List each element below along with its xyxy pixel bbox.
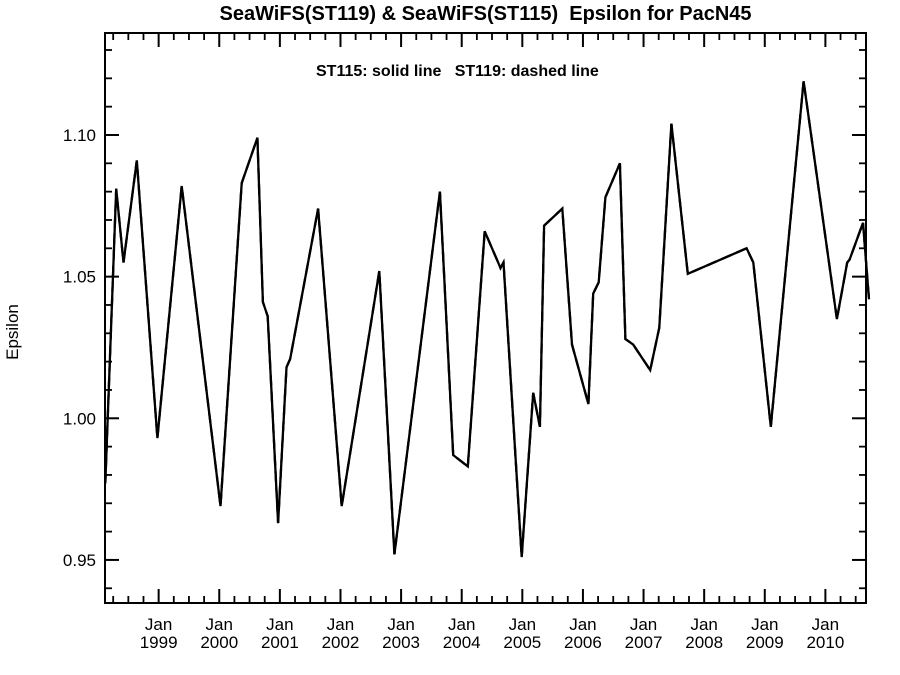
x-tick-label-year: 2002 <box>322 633 360 652</box>
x-tick-label: Jan <box>448 615 475 634</box>
y-tick-label: 1.00 <box>63 409 96 428</box>
x-axis: Jan1999Jan2000Jan2001Jan2002Jan2003Jan20… <box>112 33 857 652</box>
x-tick-label: Jan <box>327 615 354 634</box>
x-tick-label-year: 2004 <box>443 633 481 652</box>
x-tick-label: Jan <box>690 615 717 634</box>
x-tick-label-year: 2007 <box>625 633 663 652</box>
series-st119-dashed-line <box>104 81 871 558</box>
series-st115-solid-line <box>104 81 871 558</box>
x-tick-label: Jan <box>145 615 172 634</box>
x-tick-label-year: 2000 <box>200 633 238 652</box>
x-tick-label-year: 2009 <box>746 633 784 652</box>
x-tick-label: Jan <box>751 615 778 634</box>
data-series <box>104 81 871 558</box>
y-tick-label: 0.95 <box>63 551 96 570</box>
x-tick-label: Jan <box>630 615 657 634</box>
x-tick-label: Jan <box>509 615 536 634</box>
x-tick-label-year: 2006 <box>564 633 602 652</box>
x-tick-label: Jan <box>812 615 839 634</box>
chart-title: SeaWiFS(ST119) & SeaWiFS(ST115) Epsilon … <box>219 3 752 25</box>
y-axis: 0.95 1.00 1.05 1.10 <box>63 49 866 590</box>
y-tick-label: 1.10 <box>63 126 96 145</box>
x-tick-label: Jan <box>266 615 293 634</box>
x-tick-label-year: 2010 <box>806 633 844 652</box>
x-tick-label: Jan <box>387 615 414 634</box>
x-tick-label: Jan <box>206 615 233 634</box>
x-tick-label-year: 2003 <box>382 633 420 652</box>
x-tick-label: Jan <box>569 615 596 634</box>
y-tick-label: 1.05 <box>63 268 96 287</box>
line-style-annotation: ST115: solid line ST119: dashed line <box>316 63 599 80</box>
x-tick-label-year: 1999 <box>140 633 178 652</box>
x-tick-label-year: 2001 <box>261 633 299 652</box>
x-tick-label-year: 2005 <box>503 633 541 652</box>
plot-frame <box>104 32 867 604</box>
x-tick-label-year: 2008 <box>685 633 723 652</box>
